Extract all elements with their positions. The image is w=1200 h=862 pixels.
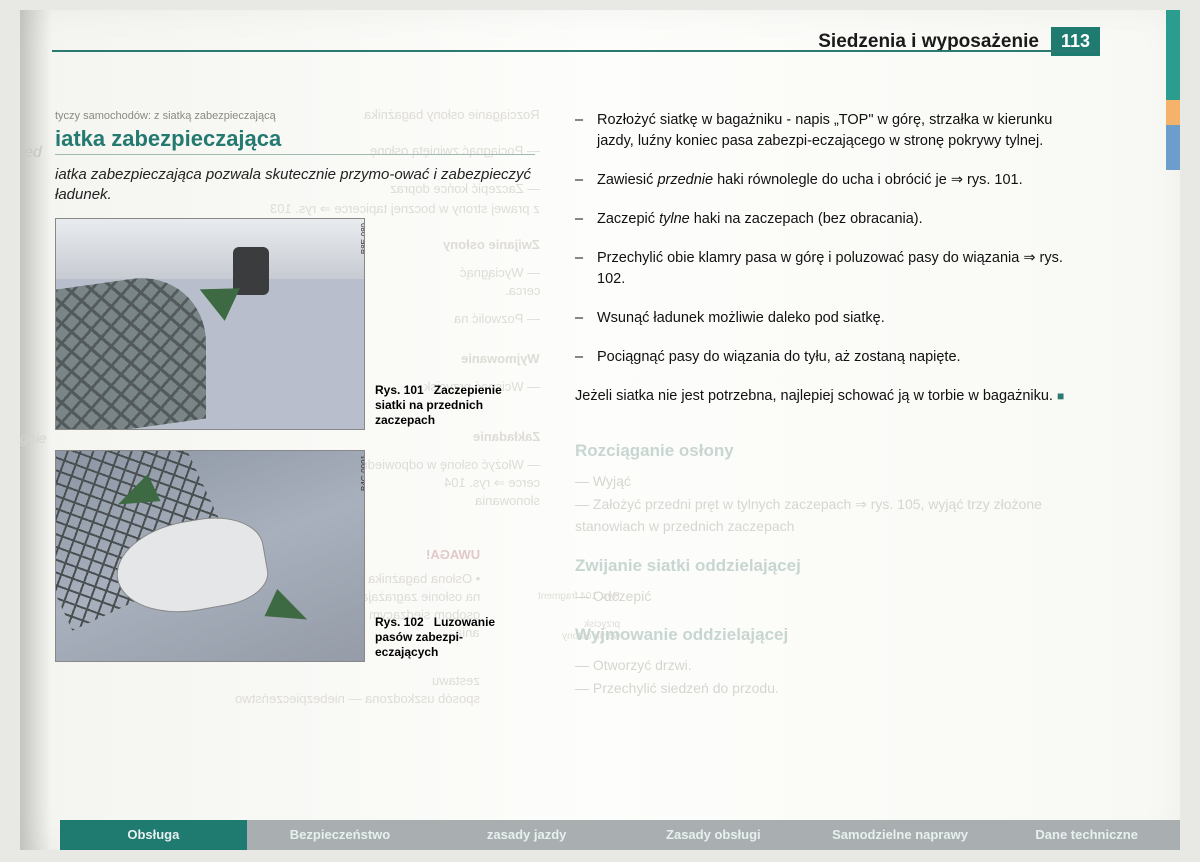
content-columns: tyczy samochodów: z siatką zabezpieczają… — [55, 110, 1090, 790]
bottom-nav-tabs: Obsługa Bezpieczeństwo zasady jazdy Zasa… — [60, 820, 1180, 850]
bleed-line: — Wyjąć — [575, 470, 1090, 492]
figure-101: B8E-080 Rys. 101 Zaczepienie siatki na p… — [55, 218, 535, 430]
bleed-heading: Wyjmowanie oddzielającej — [575, 621, 1090, 648]
instruction-step: –Zawiesić przednie haki równolegle do uc… — [575, 170, 1090, 191]
tab-samodzielne[interactable]: Samodzielne naprawy — [807, 820, 994, 850]
instruction-text: Rozłożyć siatkę w bagażniku - napis „TOP… — [597, 110, 1090, 152]
instruction-text: Zaczepić tylne haki na zaczepach (bez ob… — [597, 209, 923, 230]
dash-icon: – — [575, 248, 587, 290]
tab-bezpieczenstwo[interactable]: Bezpieczeństwo — [247, 820, 434, 850]
figure-102-number: Rys. 102 — [375, 615, 424, 629]
tab-zasady-jazdy[interactable]: zasady jazdy — [433, 820, 620, 850]
figure-101-caption: Rys. 101 Zaczepienie siatki na przednich… — [375, 383, 525, 428]
figure-101-code: B8E-080 — [360, 223, 365, 254]
bleed-heading: Rozciąganie osłony — [575, 437, 1090, 464]
subsection-heading: iatka zabezpieczająca — [55, 126, 535, 155]
edge-color-tabs — [1120, 10, 1180, 850]
manual-page: Siedzenia i wyposażenie 113 ed gnie Rozc… — [20, 10, 1180, 850]
dash-icon: – — [575, 170, 587, 191]
bleed-line: stanowiach w przednich zaczepach — [575, 515, 1090, 537]
fig101-headliner — [56, 219, 364, 279]
instruction-step: –Wsunąć ładunek możliwie daleko pod siat… — [575, 308, 1090, 329]
bleed-line: — Założyć przedni pręt w tylnych zaczepa… — [575, 493, 1090, 515]
tab-obsluga[interactable]: Obsługa — [60, 820, 247, 850]
dash-icon: – — [575, 209, 587, 230]
tab-dane-tech[interactable]: Dane techniczne — [993, 820, 1180, 850]
cutoff-text-gnie: gnie — [20, 430, 46, 446]
instruction-text: Pociągnąć pasy do wiązania do tyłu, aż z… — [597, 347, 961, 368]
instruction-text: Przechylić obie klamry pasa w górę i pol… — [597, 248, 1090, 290]
figure-102-image: B4C-0091 — [55, 450, 365, 662]
instruction-step: –Pociągnąć pasy do wiązania do tyłu, aż … — [575, 347, 1090, 368]
lead-paragraph: iatka zabezpieczająca pozwala skutecznie… — [55, 165, 535, 204]
figure-101-number: Rys. 101 — [375, 383, 424, 397]
figure-102: B4C-0091 Rys. 102 Luzowanie pasów zabezp… — [55, 450, 535, 662]
instruction-step: –Przechylić obie klamry pasa w górę i po… — [575, 248, 1090, 290]
end-marker-icon: ■ — [1057, 389, 1064, 403]
bleed-through-block: Rozciąganie osłony — Wyjąć — Założyć prz… — [575, 437, 1090, 699]
dash-icon: – — [575, 308, 587, 329]
instruction-text: Wsunąć ładunek możliwie daleko pod siatk… — [597, 308, 885, 329]
instruction-list: –Rozłożyć siatkę w bagażniku - napis „TO… — [575, 110, 1090, 368]
dash-icon: – — [575, 347, 587, 368]
cutoff-text-ed: ed — [24, 144, 42, 162]
instruction-step: –Zaczepić tylne haki na zaczepach (bez o… — [575, 209, 1090, 230]
bleed-heading: Zwijanie siatki oddzielającej — [575, 552, 1090, 579]
figure-102-code: B4C-0091 — [360, 455, 365, 491]
bleed-line: — Otworzyć drzwi. — [575, 654, 1090, 676]
right-column: –Rozłożyć siatkę w bagażniku - napis „TO… — [575, 110, 1090, 790]
header-rule — [52, 50, 1100, 52]
instruction-text: Zawiesić przednie haki równolegle do uch… — [597, 170, 1023, 191]
fig101-net — [56, 268, 206, 430]
bleed-line: — Odczepić — [575, 585, 1090, 607]
tab-zasady-obslugi[interactable]: Zasady obsługi — [620, 820, 807, 850]
bleed-line: — Przechylić siedzeń do przodu. — [575, 677, 1090, 699]
dash-icon: – — [575, 110, 587, 152]
left-column: tyczy samochodów: z siatką zabezpieczają… — [55, 110, 535, 790]
figure-102-caption: Rys. 102 Luzowanie pasów zabezpi-eczając… — [375, 615, 525, 660]
edge-tab-teal — [1166, 10, 1180, 100]
figure-101-image: B8E-080 — [55, 218, 365, 430]
closing-note: Jeżeli siatka nie jest potrzebna, najlep… — [575, 386, 1090, 407]
instruction-step: –Rozłożyć siatkę w bagażniku - napis „TO… — [575, 110, 1090, 152]
closing-note-text: Jeżeli siatka nie jest potrzebna, najlep… — [575, 388, 1053, 404]
applies-to-note: tyczy samochodów: z siatką zabezpieczają… — [55, 110, 535, 122]
